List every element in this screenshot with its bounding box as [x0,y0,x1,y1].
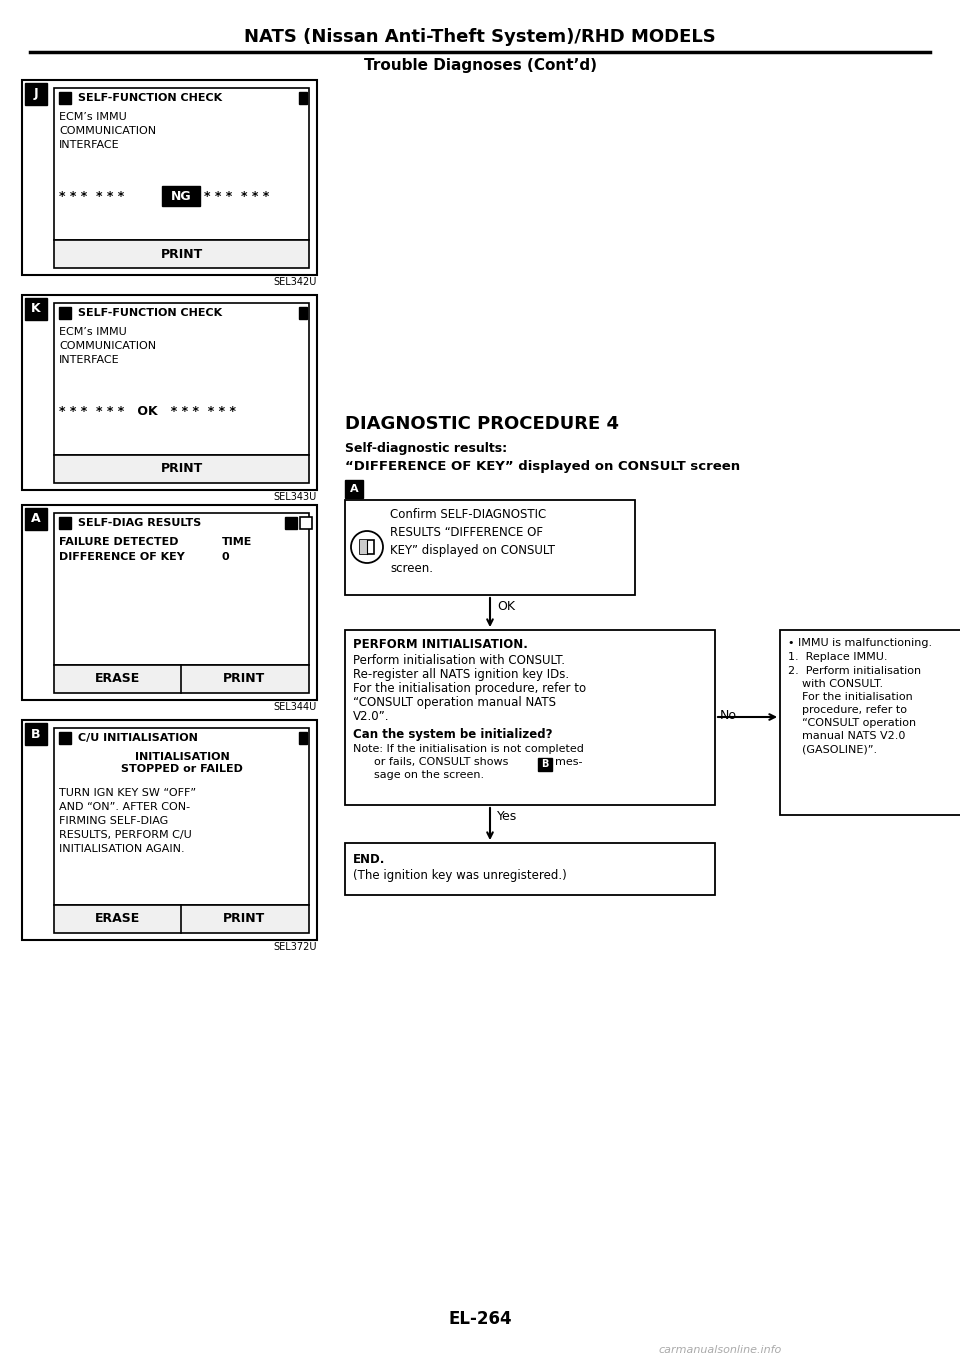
Text: Confirm SELF-DIAGNOSTIC
RESULTS “DIFFERENCE OF
KEY” displayed on CONSULT
screen.: Confirm SELF-DIAGNOSTIC RESULTS “DIFFERE… [390,508,555,574]
Bar [25,83,47,105]
Text: • IMMU is malfunctioning.: • IMMU is malfunctioning. [788,638,932,648]
Text: EL-264: EL-264 [448,1310,512,1328]
Text: For the initialisation procedure, refer to: For the initialisation procedure, refer … [353,682,587,695]
Text: SEL342U: SEL342U [274,277,317,287]
Text: “CONSULT operation: “CONSULT operation [788,718,916,728]
Bar [54,665,309,693]
Bar [299,732,307,744]
Bar [22,80,317,276]
Text: procedure, refer to: procedure, refer to [788,705,907,716]
Text: PRINT: PRINT [223,672,265,686]
Text: DIAGNOSTIC PROCEDURE 4: DIAGNOSTIC PROCEDURE 4 [345,416,619,433]
Text: Self-diagnostic results:: Self-diagnostic results: [345,441,507,455]
Text: manual NATS V2.0: manual NATS V2.0 [788,731,905,741]
Text: * * *  * * *: * * * * * * [59,190,124,202]
Text: Perform initialisation with CONSULT.: Perform initialisation with CONSULT. [353,655,565,667]
Text: carmanualsonline.info: carmanualsonline.info [659,1344,781,1355]
Bar [22,720,317,940]
Text: B: B [541,759,549,769]
Text: ECM’s IMMU
COMMUNICATION
INTERFACE: ECM’s IMMU COMMUNICATION INTERFACE [59,327,156,365]
Bar [299,92,307,105]
Text: OK: OK [497,600,515,614]
Text: 2.  Perform initialisation: 2. Perform initialisation [788,665,922,676]
Bar [59,517,71,530]
Bar [345,500,635,595]
Text: with CONSULT.: with CONSULT. [788,679,883,689]
Text: Note: If the initialisation is not completed: Note: If the initialisation is not compl… [353,744,584,754]
Text: sage on the screen.: sage on the screen. [353,770,484,779]
Text: (The ignition key was unregistered.): (The ignition key was unregistered.) [353,869,566,881]
Text: ECM’s IMMU
COMMUNICATION
INTERFACE: ECM’s IMMU COMMUNICATION INTERFACE [59,111,156,149]
Text: V2.0”.: V2.0”. [353,710,390,722]
Text: mes-: mes- [555,756,583,767]
Bar [54,303,309,455]
Text: * * *  * * *: * * * * * * [204,190,269,202]
Bar [54,904,309,933]
Text: 0: 0 [222,551,229,562]
Text: SEL372U: SEL372U [274,942,317,952]
Text: “CONSULT operation manual NATS: “CONSULT operation manual NATS [353,697,556,709]
Text: SEL343U: SEL343U [274,492,317,502]
Bar [22,505,317,699]
Bar [345,843,715,895]
Text: or fails, CONSULT shows: or fails, CONSULT shows [353,756,509,767]
Text: J: J [34,87,38,100]
Text: INITIALISATION
STOPPED or FAILED: INITIALISATION STOPPED or FAILED [121,752,243,774]
Bar [780,630,960,815]
Bar [162,186,200,206]
Bar [54,240,309,268]
Bar [538,758,552,771]
Text: Yes: Yes [497,811,517,823]
Text: A: A [31,512,41,526]
Bar [360,540,367,554]
Bar [300,517,312,530]
Text: C/U INITIALISATION: C/U INITIALISATION [78,733,198,743]
Bar [360,540,374,554]
Bar [54,455,309,483]
Bar [299,307,307,319]
Text: 1.  Replace IMMU.: 1. Replace IMMU. [788,652,887,661]
Bar [345,630,715,805]
Text: “DIFFERENCE OF KEY” displayed on CONSULT screen: “DIFFERENCE OF KEY” displayed on CONSULT… [345,460,740,473]
Text: SELF-DIAG RESULTS: SELF-DIAG RESULTS [78,517,202,528]
Text: DIFFERENCE OF KEY: DIFFERENCE OF KEY [59,551,184,562]
Text: For the initialisation: For the initialisation [788,693,913,702]
Text: SELF-FUNCTION CHECK: SELF-FUNCTION CHECK [78,308,222,318]
Bar [59,307,71,319]
Bar [59,92,71,105]
Text: * * *  * * *   OK   * * *  * * *: * * * * * * OK * * * * * * [59,405,236,418]
Text: TURN IGN KEY SW “OFF”
AND “ON”. AFTER CON-
FIRMING SELF-DIAG
RESULTS, PERFORM C/: TURN IGN KEY SW “OFF” AND “ON”. AFTER CO… [59,788,196,854]
Bar [25,297,47,320]
Text: A: A [349,483,358,494]
Text: PERFORM INITIALISATION.: PERFORM INITIALISATION. [353,638,528,650]
Text: B: B [32,728,40,740]
Bar [54,728,309,904]
Text: PRINT: PRINT [161,247,204,261]
Text: ERASE: ERASE [95,913,140,926]
Text: END.: END. [353,853,385,866]
Bar [59,732,71,744]
Text: (GASOLINE)”.: (GASOLINE)”. [788,744,877,754]
Bar [22,295,317,490]
Text: PRINT: PRINT [223,913,265,926]
Bar [25,722,47,746]
Text: TIME: TIME [222,536,252,547]
Bar [54,513,309,665]
Text: No: No [720,709,737,722]
Bar [285,517,297,530]
Bar [25,508,47,530]
Text: K: K [31,303,41,315]
Text: PRINT: PRINT [161,463,204,475]
Text: FAILURE DETECTED: FAILURE DETECTED [59,536,179,547]
Bar [54,88,309,240]
Bar [345,479,363,498]
Text: ERASE: ERASE [95,672,140,686]
Text: NG: NG [171,190,191,202]
Text: SEL344U: SEL344U [274,702,317,712]
Text: Can the system be initialized?: Can the system be initialized? [353,728,553,741]
Text: NATS (Nissan Anti-Theft System)/RHD MODELS: NATS (Nissan Anti-Theft System)/RHD MODE… [244,29,716,46]
Text: Re-register all NATS ignition key IDs.: Re-register all NATS ignition key IDs. [353,668,569,680]
Text: Trouble Diagnoses (Cont’d): Trouble Diagnoses (Cont’d) [364,58,596,73]
Text: SELF-FUNCTION CHECK: SELF-FUNCTION CHECK [78,92,222,103]
